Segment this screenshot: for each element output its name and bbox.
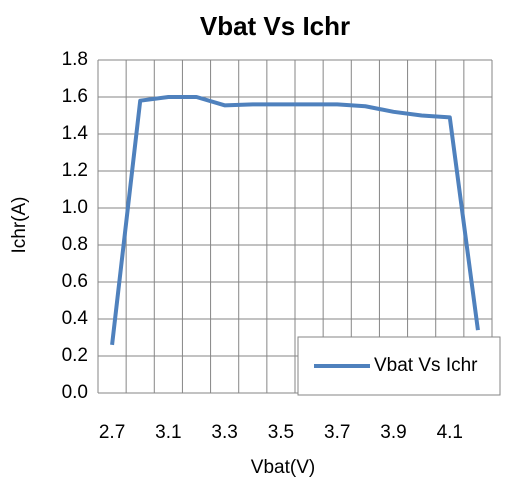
x-tick-label: 2.7 [99, 422, 125, 443]
y-tick-label: 1.0 [62, 197, 88, 218]
y-tick-label: 0.8 [62, 234, 88, 255]
chart-title: Vbat Vs Ichr [200, 11, 350, 41]
x-tick-label: 3.7 [324, 422, 350, 443]
x-tick-label: 4.1 [437, 422, 463, 443]
y-tick-label: 1.8 [62, 49, 88, 70]
y-tick-label: 0.2 [62, 345, 88, 366]
y-tick-label: 0.4 [62, 308, 89, 329]
y-tick-label: 0.6 [62, 271, 88, 292]
x-tick-label: 3.3 [211, 422, 237, 443]
y-axis-label: Ichr(A) [9, 197, 30, 254]
x-tick-label: 3.1 [155, 422, 181, 443]
y-tick-label: 0.0 [62, 382, 88, 403]
y-tick-label: 1.4 [62, 123, 89, 144]
x-tick-label: 3.5 [268, 422, 294, 443]
line [110, 95, 480, 346]
y-tick-label: 1.2 [62, 160, 88, 181]
legend-label: Vbat Vs Ichr [374, 355, 478, 376]
x-tick-label: 3.9 [380, 422, 406, 443]
x-axis-label: Vbat(V) [251, 457, 315, 478]
y-tick-label: 1.6 [62, 86, 88, 107]
